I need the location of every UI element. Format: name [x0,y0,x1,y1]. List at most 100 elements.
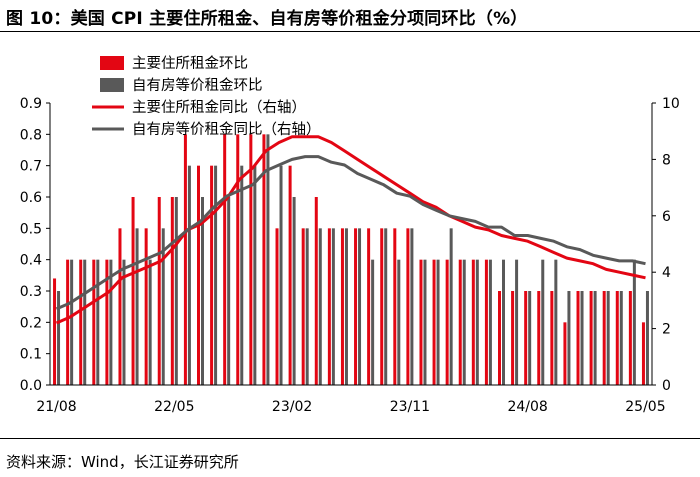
bar-rent [471,259,475,385]
bar-oer [240,165,244,385]
right-tick-label: 2 [662,322,671,338]
bar-oer [96,259,100,385]
bar-rent [327,228,331,385]
bar-oer [70,259,74,385]
x-tick-label: 23/11 [390,399,430,415]
bar-oer [593,291,597,385]
bar-oer [331,228,335,385]
bar-oer [488,259,492,385]
bar-rent [53,278,57,385]
bar-oer [227,197,231,385]
legend-entry: 自有房等价租金同比（右轴） [132,120,321,138]
x-tick-label: 21/08 [36,399,76,415]
source-rule [0,438,700,439]
chart-title: 图 10：美国 CPI 主要住所租金、自有房等价租金分项同环比（%） [6,9,528,29]
bar-oer [161,228,165,385]
bar-oer [528,291,532,385]
bar-oer [266,134,270,385]
legend-swatch [100,78,124,92]
bar-rent [511,291,515,385]
bar-rent [393,228,397,385]
bar-oer [174,197,178,385]
bar-oer [253,165,257,385]
left-tick-label: 0.7 [20,159,42,175]
bar-oer [619,291,623,385]
bar-rent [170,197,174,385]
legend-swatch [100,56,124,70]
bar-rent [628,291,632,385]
bar-oer [187,165,191,385]
left-tick-label: 0.5 [20,221,42,237]
bar-rent [524,291,528,385]
bar-rent [602,291,606,385]
bar-rent [589,291,593,385]
bar-rent [406,228,410,385]
bar-rent [288,165,292,385]
bar-oer [384,228,388,385]
bar-rent [275,228,279,385]
left-tick-label: 0.6 [20,190,42,206]
bar-oer [462,259,466,385]
bar-oer [148,259,152,385]
bar-rent [92,259,96,385]
bar-rent [197,165,200,385]
right-tick-label: 6 [662,209,671,225]
left-tick-label: 0.4 [20,253,42,269]
bar-rent [641,322,645,385]
bar-rent [249,134,253,385]
bar-rent [223,134,227,385]
bar-rent [66,259,70,385]
right-tick-label: 0 [662,378,671,394]
bar-oer [475,259,479,385]
bar-rent [314,197,318,385]
bar-rent [458,259,462,385]
bar-rent [498,291,501,385]
right-tick-label: 10 [662,96,680,112]
title-rule [0,31,700,32]
bar-oer [109,259,113,385]
bar-rent [210,165,214,385]
legend-entry: 自有房等价租金环比 [132,76,263,94]
bar-oer [201,197,204,385]
left-tick-label: 0.1 [20,347,42,363]
legend-entry: 主要住所租金环比 [132,55,248,72]
left-tick-label: 0.9 [20,96,42,112]
bar-rent [484,259,488,385]
bar-rent [615,291,619,385]
bar-oer [554,259,558,385]
bar-rent [340,228,344,385]
source-note: 资料来源：Wind，长江证券研究所 [6,453,239,471]
bar-rent [445,259,449,385]
left-tick-label: 0.3 [20,284,42,300]
bar-rent [79,259,83,385]
bar-rent [144,228,148,385]
bar-oer [645,291,649,385]
bar-rent [118,228,122,385]
bar-oer [318,228,322,385]
bar-rent [354,228,358,385]
bar-rent [380,228,384,385]
x-tick-label: 22/05 [154,399,194,415]
bar-rent [131,197,135,385]
bar-oer [83,259,87,385]
right-tick-label: 8 [662,152,671,168]
bar-rent [301,228,305,385]
bar-rent [105,259,109,385]
bar-oer [423,259,427,385]
bar-oer [606,291,610,385]
bar-oer [279,165,283,385]
left-tick-label: 0.8 [20,127,42,143]
bar-oer [567,291,571,385]
bar-oer [410,228,414,385]
bar-oer [305,228,309,385]
x-tick-label: 24/08 [507,399,547,415]
x-tick-label: 23/02 [272,399,312,415]
bar-oer [57,291,61,385]
x-tick-label: 25/05 [625,399,665,415]
bar-oer [122,259,126,385]
bar-oer [515,259,519,385]
bar-rent [236,134,240,385]
bar-oer [397,259,401,385]
bar-oer [344,228,348,385]
